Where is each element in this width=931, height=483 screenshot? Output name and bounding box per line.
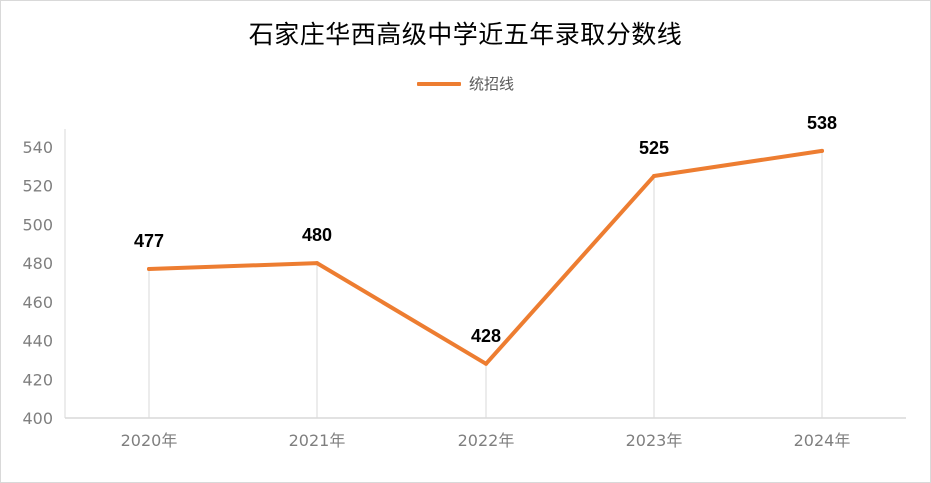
y-tick-label: 540 — [22, 138, 53, 157]
chart-title: 石家庄华西高级中学近五年录取分数线 — [248, 20, 683, 49]
data-label: 477 — [134, 231, 164, 251]
data-label: 428 — [471, 326, 501, 346]
y-tick-label: 500 — [22, 215, 53, 234]
data-label: 480 — [302, 225, 332, 245]
y-tick-label: 460 — [22, 293, 53, 312]
y-tick-label: 480 — [22, 254, 53, 273]
data-point — [147, 266, 151, 271]
data-point — [484, 361, 488, 366]
data-point — [315, 261, 319, 266]
x-tick-label: 2022年 — [458, 431, 515, 450]
x-tick-label: 2023年 — [626, 431, 683, 450]
chart-legend: 统招线 — [1, 73, 930, 94]
y-tick-label: 420 — [22, 370, 53, 389]
data-label: 525 — [639, 138, 669, 158]
legend-swatch — [416, 81, 461, 86]
data-label: 538 — [807, 113, 837, 133]
x-tick-label: 2020年 — [121, 431, 178, 450]
y-tick-label: 520 — [22, 177, 53, 196]
y-tick-label: 440 — [22, 332, 53, 351]
x-tick-label: 2024年 — [794, 431, 851, 450]
legend-label: 统招线 — [468, 75, 514, 93]
data-point — [652, 174, 656, 179]
data-point — [820, 148, 824, 153]
x-tick-label: 2021年 — [289, 431, 346, 450]
y-tick-label: 400 — [22, 409, 53, 428]
